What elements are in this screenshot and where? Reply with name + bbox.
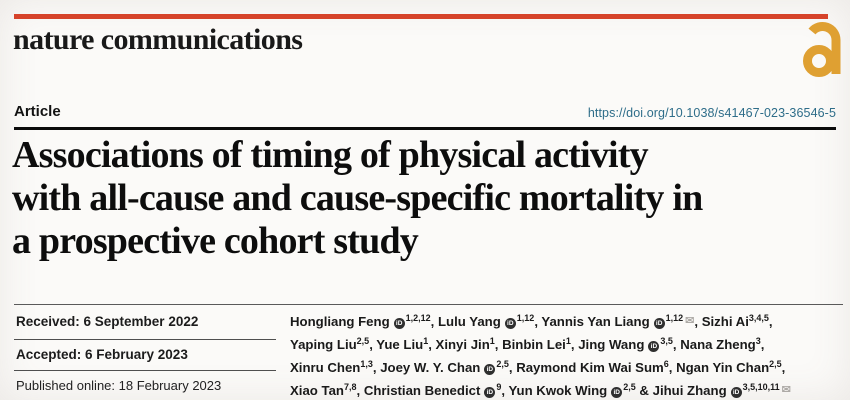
author-name: Nana Zheng [680, 337, 756, 352]
author-name: Binbin Lei [502, 337, 566, 352]
affiliation-superscript: 3,4,5 [748, 313, 769, 323]
author-line: Hongliang Feng iD1,2,12, Lulu Yang iD1,12,… [290, 311, 846, 334]
affiliation-superscript: 3,5 [660, 336, 673, 346]
email-icon[interactable]: ✉ [781, 384, 791, 396]
author-name: Sizhi Ai [701, 314, 749, 329]
affiliation-superscript: 1,2,12 [405, 313, 431, 323]
affiliation-superscript: 2,5 [769, 359, 782, 369]
author-name: Joey W. Y. Chan [380, 360, 481, 375]
columns-top-rule [14, 304, 843, 305]
author-separator: , [672, 337, 681, 352]
author-name: Hongliang Feng [290, 314, 390, 329]
author-name: Yue Liu [376, 337, 424, 352]
orcid-icon[interactable]: iD [648, 341, 660, 352]
affiliation-superscript: 9 [496, 382, 502, 392]
author-separator: , [428, 337, 436, 352]
article-title-line: a prospective cohort study [12, 220, 419, 262]
article-title: Associations of timing of physical activ… [12, 134, 840, 263]
author-line: Yaping Liu2,5, Yue Liu1, Xinyi Jin1, Bin… [290, 334, 846, 357]
author-separator: , [356, 383, 364, 398]
author-separator: , [369, 337, 377, 352]
affiliation-superscript: 3,5,10,11 [742, 382, 780, 392]
author-separator: , [760, 337, 765, 352]
author-separator: , [372, 360, 381, 375]
author-separator: , [668, 360, 677, 375]
affiliation-superscript: 1,12 [665, 313, 684, 323]
orcid-icon[interactable]: iD [730, 387, 742, 398]
author-name: Yannis Yan Liang [541, 314, 650, 329]
author-name: Raymond Kim Wai Sum [516, 360, 664, 375]
journal-logo: nature communications [13, 23, 303, 56]
author-name: Christian Benedict [363, 383, 481, 398]
author-name: Jing Wang [578, 337, 645, 352]
article-title-line: with all-cause and cause-specific mortal… [12, 177, 703, 219]
email-icon[interactable]: ✉ [685, 315, 695, 327]
affiliation-superscript: 6 [663, 359, 669, 369]
affiliation-superscript: 1,12 [516, 313, 535, 323]
accepted-date: Accepted: 6 February 2023 [16, 347, 188, 362]
affiliation-superscript: 1,3 [360, 359, 373, 369]
author-line: Xiao Tan7,8, Christian Benedict iD9, Yun … [290, 380, 846, 400]
orcid-icon[interactable]: iD [653, 318, 665, 329]
author-name: Jihui Zhang [652, 383, 727, 398]
author-separator: , [494, 337, 503, 352]
affiliation-superscript: 1 [423, 336, 429, 346]
affiliation-superscript: 2,5 [623, 382, 636, 392]
article-type-label: Article [14, 103, 61, 120]
date-divider [14, 370, 276, 371]
received-date: Received: 6 September 2022 [16, 314, 199, 329]
orcid-icon[interactable]: iD [611, 387, 623, 398]
affiliation-superscript: 7,8 [343, 382, 357, 392]
orcid-icon[interactable]: iD [393, 318, 405, 329]
affiliation-superscript: 2,5 [356, 336, 370, 346]
orcid-icon[interactable]: iD [504, 318, 516, 329]
author-line: Xinru Chen1,3, Joey W. Y. Chan iD2,5, Ray… [290, 357, 846, 380]
author-name: Yaping Liu [290, 337, 357, 352]
open-access-icon [801, 21, 847, 84]
author-separator: , [534, 314, 542, 329]
affiliation-superscript: 1 [489, 336, 495, 346]
author-separator: , [694, 314, 702, 329]
orcid-icon[interactable]: iD [484, 387, 496, 398]
author-separator: , [570, 337, 579, 352]
author-list: Hongliang Feng iD1,2,12, Lulu Yang iD1,12,… [290, 311, 846, 400]
author-separator: , [768, 314, 773, 329]
date-divider [14, 339, 276, 340]
published-date: Published online: 18 February 2023 [16, 378, 222, 393]
affiliation-superscript: 3 [755, 336, 761, 346]
author-name: Xinru Chen [290, 360, 361, 375]
affiliation-superscript: 2,5 [496, 359, 509, 369]
orcid-icon[interactable]: iD [484, 364, 496, 375]
open-access-glyph [803, 22, 841, 77]
author-name: Xiao Tan [290, 383, 344, 398]
doi-link[interactable]: https://doi.org/10.1038/s41467-023-36546… [587, 106, 836, 120]
author-separator: , [508, 360, 517, 375]
author-separator: & [635, 383, 653, 398]
author-name: Yun Kwok Wing [508, 383, 608, 398]
author-separator: , [430, 314, 438, 329]
author-separator: , [501, 383, 509, 398]
header-rule [14, 127, 836, 130]
author-name: Ngan Yin Chan [676, 360, 770, 375]
article-title-line: Associations of timing of physical activ… [12, 134, 649, 176]
author-name: Xinyi Jin [435, 337, 490, 352]
author-separator: , [781, 360, 786, 375]
affiliation-superscript: 1 [565, 336, 571, 346]
brand-accent-bar [14, 14, 828, 19]
author-name: Lulu Yang [438, 314, 501, 329]
